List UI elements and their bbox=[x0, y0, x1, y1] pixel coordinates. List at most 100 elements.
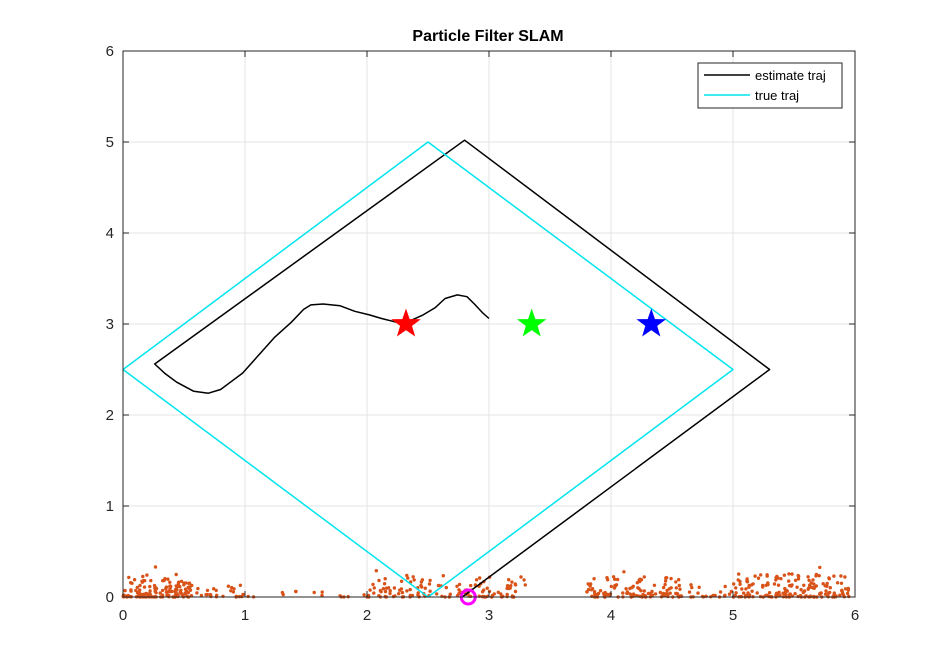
particle bbox=[412, 578, 416, 582]
particle bbox=[817, 574, 821, 578]
particle bbox=[828, 590, 832, 595]
particle bbox=[138, 583, 142, 588]
particle bbox=[734, 591, 738, 595]
particle bbox=[170, 589, 174, 594]
particle bbox=[772, 582, 777, 586]
particle bbox=[492, 592, 496, 596]
particle bbox=[823, 592, 828, 596]
axes: 0 1 2 3 4 5 6 0 1 2 3 4 5 6 bbox=[106, 43, 860, 624]
particle bbox=[823, 584, 827, 588]
particle bbox=[615, 577, 620, 582]
particle bbox=[846, 586, 850, 591]
particle bbox=[677, 578, 681, 582]
particle bbox=[183, 591, 187, 595]
particle bbox=[368, 588, 372, 592]
particle bbox=[765, 573, 769, 577]
particle bbox=[135, 590, 140, 595]
particle bbox=[208, 592, 213, 597]
particle bbox=[184, 581, 188, 585]
particle bbox=[383, 577, 387, 581]
particle bbox=[187, 581, 191, 586]
particle bbox=[767, 591, 772, 595]
particle bbox=[802, 589, 807, 593]
particle bbox=[697, 585, 701, 589]
landmark-star bbox=[391, 308, 421, 337]
particle bbox=[598, 589, 603, 593]
particle bbox=[173, 593, 178, 597]
particle bbox=[507, 586, 511, 591]
particle bbox=[824, 589, 828, 593]
particle bbox=[457, 582, 462, 587]
particle bbox=[729, 589, 734, 594]
particle bbox=[696, 591, 700, 595]
particle bbox=[782, 573, 787, 577]
particle bbox=[790, 572, 794, 576]
particle bbox=[639, 589, 643, 593]
particle bbox=[839, 574, 843, 578]
particle bbox=[231, 590, 236, 594]
particle bbox=[135, 585, 139, 590]
particle bbox=[796, 577, 801, 581]
particle bbox=[761, 585, 765, 589]
particle bbox=[406, 576, 410, 580]
particle bbox=[485, 586, 489, 590]
particle bbox=[807, 586, 811, 590]
x-tick-label: 2 bbox=[363, 607, 371, 624]
particle bbox=[589, 588, 594, 592]
particle bbox=[153, 565, 158, 569]
particle bbox=[436, 583, 441, 588]
particle bbox=[386, 586, 391, 590]
particle bbox=[478, 576, 482, 580]
x-tick-label: 1 bbox=[241, 607, 249, 624]
y-tick-label: 4 bbox=[106, 225, 114, 242]
particle bbox=[405, 589, 409, 593]
landmark-star bbox=[516, 308, 547, 337]
y-tick-label: 5 bbox=[106, 134, 114, 151]
y-tick-label: 3 bbox=[106, 316, 114, 333]
particle bbox=[669, 576, 673, 581]
particle bbox=[765, 593, 769, 597]
particle bbox=[141, 574, 145, 579]
particle bbox=[381, 587, 386, 591]
particle bbox=[388, 589, 392, 593]
particle bbox=[154, 591, 158, 595]
particle bbox=[509, 584, 513, 588]
particle bbox=[161, 579, 165, 583]
legend-label: estimate traj bbox=[755, 68, 826, 83]
particle bbox=[806, 575, 810, 579]
particle bbox=[663, 582, 667, 587]
particle bbox=[742, 591, 746, 595]
particle bbox=[596, 591, 601, 596]
particle bbox=[727, 592, 732, 596]
grid bbox=[122, 50, 856, 598]
particle bbox=[214, 588, 218, 593]
particle bbox=[630, 585, 634, 590]
particle bbox=[362, 593, 366, 597]
particle bbox=[638, 577, 643, 581]
particle bbox=[496, 590, 500, 594]
particle bbox=[809, 581, 813, 585]
particle bbox=[586, 582, 590, 586]
particle bbox=[398, 588, 402, 592]
particle bbox=[371, 582, 375, 587]
particle bbox=[775, 574, 779, 579]
particle bbox=[807, 578, 811, 582]
particle bbox=[320, 590, 324, 594]
particle bbox=[505, 584, 510, 588]
particle bbox=[624, 587, 628, 591]
particle bbox=[661, 585, 666, 590]
particle bbox=[832, 591, 836, 595]
particle bbox=[747, 593, 752, 597]
particle bbox=[787, 572, 791, 576]
particle bbox=[168, 580, 172, 584]
particle bbox=[166, 577, 170, 581]
particle bbox=[787, 579, 791, 583]
particle bbox=[592, 590, 597, 594]
particle bbox=[653, 592, 658, 596]
series-true-traj bbox=[122, 141, 734, 598]
particle bbox=[405, 573, 409, 578]
particle bbox=[140, 579, 144, 583]
particle bbox=[652, 583, 657, 587]
plot-area bbox=[121, 139, 851, 606]
